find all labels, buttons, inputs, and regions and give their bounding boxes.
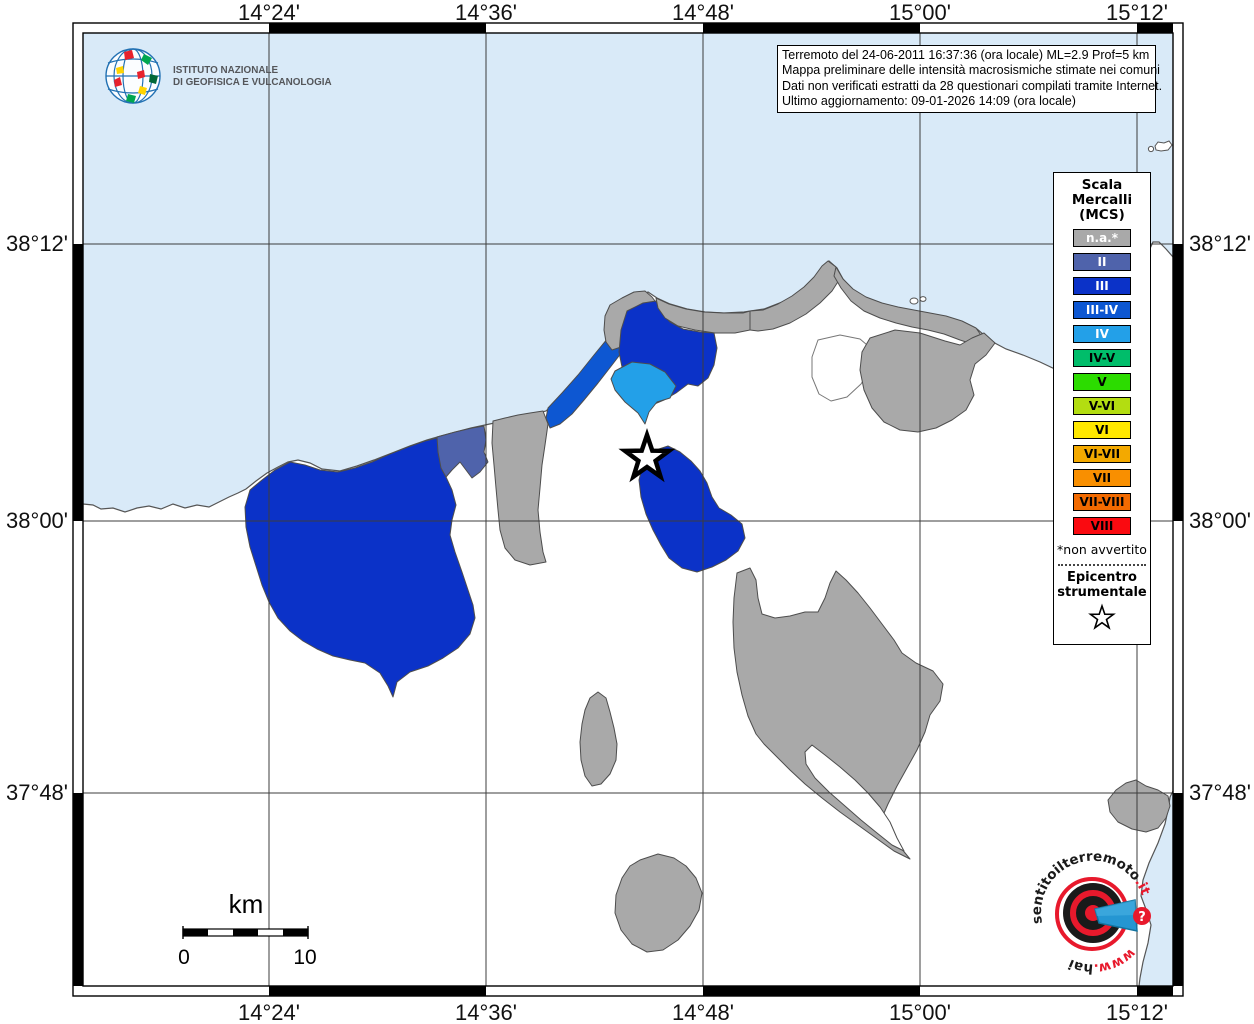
municipality-outline-white bbox=[811, 334, 874, 402]
legend-item-viii: VIII bbox=[1073, 517, 1131, 535]
frame-tick bbox=[703, 23, 920, 33]
axis-label-top: 14°24' bbox=[238, 0, 300, 25]
watermark-text-top-suffix: .it bbox=[1131, 875, 1153, 898]
legend-epicentro-line1: Epicentro bbox=[1067, 570, 1137, 585]
legend-item-v: V bbox=[1073, 373, 1131, 391]
islet-offshore-2 bbox=[919, 296, 927, 302]
islet-offshore-1 bbox=[909, 297, 919, 305]
axis-label-left: 38°12' bbox=[6, 231, 68, 256]
scale-bar-start: 0 bbox=[178, 946, 190, 969]
axis-label-right: 38°12' bbox=[1189, 231, 1251, 256]
info-line-1: Terremoto del 24-06-2011 16:37:36 (ora l… bbox=[782, 48, 1150, 62]
watermark-text-hai: hai bbox=[1066, 956, 1094, 977]
legend-item-vii: VII bbox=[1073, 469, 1131, 487]
axis-label-right: 38°00' bbox=[1189, 508, 1251, 533]
scale-bar-unit: km bbox=[229, 889, 264, 919]
legend-item-vi-vii: VI-VII bbox=[1073, 445, 1131, 463]
frame-tick bbox=[1137, 23, 1173, 33]
frame-tick bbox=[269, 986, 486, 996]
islet-northeast-1 bbox=[1147, 145, 1155, 153]
municipality-intensity-iii-west bbox=[244, 437, 476, 698]
axis-label-bottom: 14°48' bbox=[672, 1000, 734, 1024]
legend-title-line1: Scala bbox=[1081, 177, 1123, 193]
axis-label-top: 14°36' bbox=[455, 0, 517, 25]
legend-title-line2: Mercalli bbox=[1071, 192, 1133, 208]
municipality-na-inland-ne bbox=[859, 329, 996, 433]
frame-tick bbox=[1137, 986, 1173, 996]
sea-region bbox=[82, 33, 1174, 987]
legend-item-na: n.a.* bbox=[1073, 229, 1131, 247]
municipality-na-south-large bbox=[732, 567, 944, 860]
question-mark: ? bbox=[1138, 910, 1146, 925]
legend-title-line3: (MCS) bbox=[1079, 207, 1125, 223]
grid-lines bbox=[83, 33, 1173, 986]
legend-epicentro-line2: strumentale bbox=[1057, 585, 1147, 600]
municipality-na-bottom bbox=[614, 853, 703, 953]
axis-label-bottom: 15°12' bbox=[1106, 1000, 1168, 1024]
legend-star-icon bbox=[1088, 603, 1116, 630]
municipality-intensity-ii bbox=[436, 425, 489, 479]
legend-item-iii: III bbox=[1073, 277, 1131, 295]
legend-item-iv: IV bbox=[1073, 325, 1131, 343]
frame-tick bbox=[269, 23, 486, 33]
question-badge bbox=[1133, 907, 1151, 925]
axis-label-bottom: 15°00' bbox=[889, 1000, 951, 1024]
axis-label-bottom: 14°24' bbox=[238, 1000, 300, 1024]
axis-label-left: 38°00' bbox=[6, 508, 68, 533]
ingv-name-line-2: DI GEOFISICA E VULCANOLOGIA bbox=[173, 76, 332, 88]
ingv-logo: ISTITUTO NAZIONALE DI GEOFISICA E VULCAN… bbox=[104, 44, 342, 108]
axis-label-bottom: 14°36' bbox=[455, 1000, 517, 1024]
legend-item-iv-v: IV-V bbox=[1073, 349, 1131, 367]
frame-tick bbox=[703, 986, 920, 996]
svg-text:www.hai: www.hai bbox=[1066, 945, 1139, 977]
watermark-logo: ? sentitoilterremoto.it www.hai bbox=[1029, 849, 1154, 977]
ingv-globe-icon bbox=[105, 48, 161, 104]
info-line-3: Dati non verificati estratti da 28 quest… bbox=[782, 78, 1163, 93]
epicenter-star-icon bbox=[618, 427, 676, 483]
info-line-4: Ultimo aggiornamento: 09-01-2026 14:09 (… bbox=[782, 93, 1076, 108]
legend-item-ii: II bbox=[1073, 253, 1131, 271]
ingv-name-line-1: ISTITUTO NAZIONALE bbox=[173, 64, 279, 76]
legend-item-vii-viii: VII-VIII bbox=[1073, 493, 1131, 511]
municipality-intensity-iii-southeast bbox=[638, 445, 746, 573]
legend-divider bbox=[1057, 564, 1147, 566]
axis-label-top: 14°48' bbox=[672, 0, 734, 25]
map-frame bbox=[72, 22, 1184, 997]
axis-labels: 14°24' 14°36' 14°48' 15°00' 15°12' 14°24… bbox=[6, 0, 1251, 1024]
islet-northeast-2 bbox=[1154, 140, 1173, 152]
sea-tyrrhenian bbox=[83, 33, 1173, 512]
frame-tick bbox=[1173, 793, 1183, 986]
legend-item-vi: VI bbox=[1073, 421, 1131, 439]
legend-footnote: *non avvertito bbox=[1057, 542, 1147, 557]
scale-bar-end: 10 bbox=[293, 946, 316, 969]
municipality-na-strip bbox=[491, 410, 549, 566]
axis-label-top: 15°12' bbox=[1106, 0, 1168, 25]
municipality-intensity-iv bbox=[610, 361, 677, 425]
municipality-na-small-left bbox=[579, 691, 618, 787]
axis-label-top: 15°00' bbox=[889, 0, 951, 25]
municipalities bbox=[244, 260, 1171, 953]
info-line-2: Mappa preliminare delle intensità macros… bbox=[782, 63, 1160, 78]
legend-panel: Scala Mercalli (MCS) n.a.* II III III-IV… bbox=[1053, 172, 1151, 645]
scale-bar: km 0 10 bbox=[178, 889, 317, 969]
axis-label-right: 37°48' bbox=[1189, 780, 1251, 805]
legend-item-v-vi: V-VI bbox=[1073, 397, 1131, 415]
sea-ionian bbox=[1139, 791, 1173, 986]
municipality-na-ionian-coast bbox=[1107, 779, 1171, 833]
valley-gap-white bbox=[804, 744, 905, 852]
axis-label-left: 37°48' bbox=[6, 780, 68, 805]
frame-tick bbox=[1173, 244, 1183, 521]
legend-item-iii-iv: III-IV bbox=[1073, 301, 1131, 319]
info-box: Terremoto del 24-06-2011 16:37:36 (ora l… bbox=[777, 45, 1163, 114]
frame-tick bbox=[73, 793, 83, 986]
frame-tick bbox=[73, 244, 83, 521]
